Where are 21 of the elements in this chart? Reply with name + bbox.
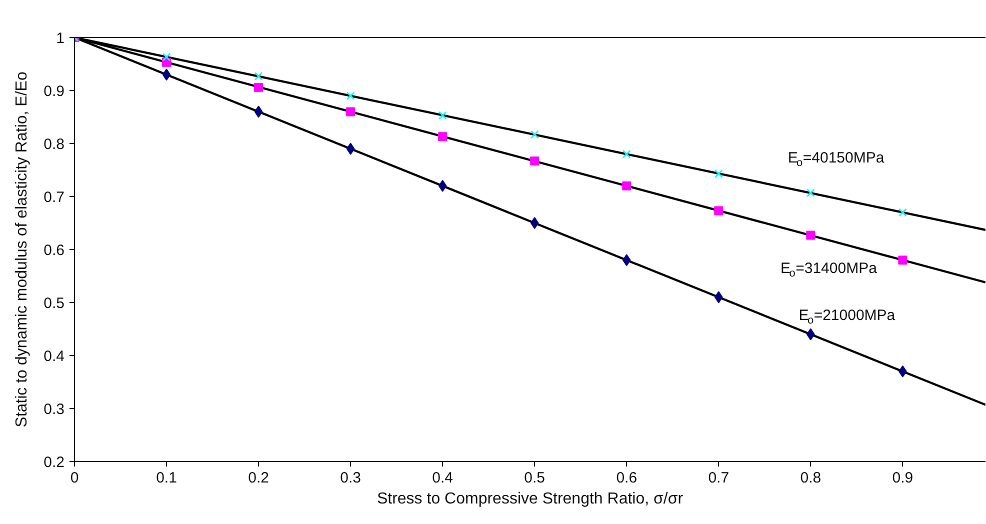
- x-tick-label: 0: [70, 470, 79, 486]
- y-tick-label: 1: [56, 30, 64, 47]
- y-axis-title: Static to dynamic modulus of elasticity Ratio, E/Eo: [14, 72, 31, 428]
- y-tick-label: 0.3: [44, 401, 65, 418]
- y-tick-label: 0.2: [44, 454, 65, 471]
- y-tick-label: 0.8: [44, 136, 65, 153]
- x-tick-label: 0.2: [248, 470, 269, 486]
- x-tick-label: 0.1: [156, 470, 177, 486]
- x-tick-label: 0.4: [432, 470, 454, 486]
- x-tick-label: 0.6: [616, 470, 638, 486]
- x-tick-label: 0.8: [800, 470, 822, 486]
- y-tick-label: 0.5: [44, 295, 65, 312]
- y-tick-label: 0.6: [44, 242, 65, 259]
- y-tick-label: 0.7: [44, 189, 65, 206]
- x-tick-label: 0.7: [708, 470, 730, 486]
- x-axis-title: Stress to Compressive Strength Ratio, σ/σr: [376, 490, 684, 508]
- x-tick-label: 0.5: [524, 470, 546, 486]
- y-tick-label: 0.4: [44, 348, 65, 365]
- y-tick-label: 0.9: [44, 83, 65, 100]
- x-tick-label: 0.3: [340, 470, 361, 486]
- x-tick-label: 0.9: [892, 470, 914, 486]
